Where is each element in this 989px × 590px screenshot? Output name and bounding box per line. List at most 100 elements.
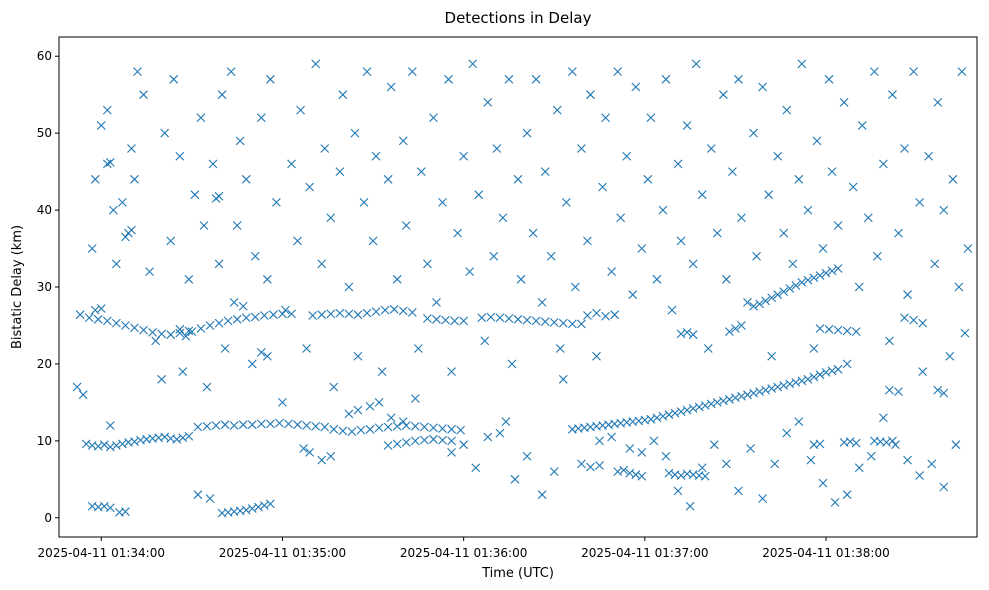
data-point (259, 501, 269, 510)
x-tick-label: 2025-04-11 01:35:00 (219, 546, 346, 560)
data-point (317, 310, 327, 320)
data-point (172, 434, 182, 444)
data-point (235, 136, 245, 146)
data-point (90, 174, 100, 184)
data-point (803, 205, 813, 215)
data-point (413, 344, 423, 353)
data-point (724, 394, 734, 404)
data-point (697, 190, 707, 200)
data-point (510, 474, 520, 484)
data-point (549, 317, 559, 327)
y-tick-label: 60 (37, 49, 52, 63)
data-point (797, 59, 807, 69)
data-point (175, 324, 185, 334)
data-point (577, 144, 586, 153)
data-point (682, 121, 692, 130)
data-point (205, 321, 215, 330)
data-point (592, 308, 601, 318)
data-point (202, 382, 212, 392)
data-point (900, 313, 909, 323)
data-point (676, 236, 686, 246)
data-point (383, 441, 393, 450)
data-point (214, 259, 224, 269)
data-point (797, 277, 807, 287)
data-point (190, 190, 200, 200)
data-point (806, 455, 816, 465)
data-point (700, 401, 710, 410)
data-point (909, 315, 918, 325)
data-point (809, 372, 819, 382)
data-point (256, 347, 266, 357)
data-point (661, 74, 671, 84)
data-point (706, 399, 716, 409)
data-point (764, 190, 774, 200)
data-point (878, 159, 888, 169)
data-point (815, 271, 825, 280)
data-point (386, 82, 396, 92)
data-point (338, 426, 348, 436)
data-point (78, 390, 88, 400)
data-point (882, 437, 891, 447)
data-point (265, 419, 275, 429)
data-point (842, 326, 852, 336)
data-point (105, 503, 115, 513)
data-point (601, 311, 610, 321)
data-point (848, 182, 858, 192)
data-point (561, 197, 571, 207)
data-point (918, 318, 928, 328)
data-point (924, 151, 934, 161)
data-point (429, 113, 438, 123)
data-point (459, 316, 469, 326)
data-point (706, 144, 716, 153)
data-point (586, 462, 595, 472)
data-point (193, 422, 203, 432)
data-point (353, 310, 363, 320)
data-point (374, 397, 384, 407)
data-point (293, 420, 302, 430)
data-point (93, 314, 103, 324)
data-point (160, 432, 170, 442)
data-point (537, 297, 547, 307)
data-point (658, 411, 668, 421)
data-point (812, 136, 822, 146)
data-point (637, 244, 647, 253)
data-point (492, 144, 502, 153)
data-point (791, 377, 801, 387)
data-point (625, 444, 635, 453)
data-point (432, 297, 441, 307)
data-point (368, 236, 378, 246)
data-point (552, 105, 562, 115)
data-point (220, 344, 230, 353)
data-point (229, 421, 239, 430)
data-point (749, 301, 758, 311)
data-point (531, 74, 541, 84)
data-point (610, 310, 620, 320)
data-point (99, 440, 109, 450)
data-point (214, 191, 224, 201)
data-point (447, 367, 456, 377)
data-point (761, 385, 771, 395)
data-point (127, 225, 136, 235)
data-point (888, 90, 897, 100)
data-point (601, 113, 610, 123)
data-point (238, 301, 248, 311)
data-point (262, 274, 272, 284)
data-point (459, 440, 469, 450)
data-point (767, 293, 777, 303)
data-point (401, 421, 411, 430)
data-point (749, 388, 758, 398)
data-point (939, 482, 949, 492)
data-point (105, 442, 115, 452)
data-point (398, 136, 408, 146)
data-point (637, 471, 647, 481)
data-point (782, 428, 792, 438)
data-point (483, 432, 493, 442)
data-point (371, 151, 381, 161)
data-point (927, 459, 937, 469)
data-point (697, 463, 707, 473)
data-point (712, 397, 722, 407)
data-point (108, 205, 118, 215)
data-point (833, 364, 843, 374)
data-point (202, 421, 212, 431)
data-point (326, 451, 336, 461)
